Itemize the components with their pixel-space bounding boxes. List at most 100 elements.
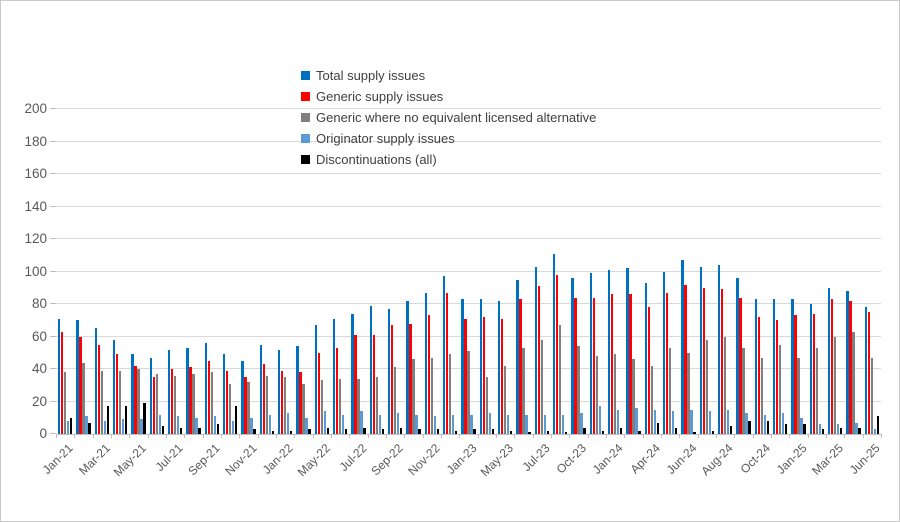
legend-swatch-generic-supply-issues xyxy=(301,92,310,101)
bar-discontinuations-all xyxy=(436,429,439,434)
x-tick-mark xyxy=(147,434,149,438)
legend-item: Originator supply issues xyxy=(301,128,596,149)
bar-generic-no-licensed-alternative xyxy=(375,377,378,434)
bar-generic-no-licensed-alternative xyxy=(449,354,452,434)
bar-total-supply-issues xyxy=(223,354,226,434)
x-axis-line xyxy=(56,434,881,435)
bar-generic-no-licensed-alternative xyxy=(229,383,232,434)
bar-generic-supply-issues xyxy=(684,284,687,434)
legend-label: Discontinuations (all) xyxy=(316,152,437,167)
bar-discontinuations-all xyxy=(674,427,678,434)
x-tick-mark xyxy=(551,434,552,438)
bar-originator-supply-issues xyxy=(305,417,308,434)
y-tick-label: 40 xyxy=(31,361,47,376)
bar-total-supply-issues xyxy=(186,347,189,434)
y-tick-mark xyxy=(50,173,56,174)
bar-total-supply-issues xyxy=(553,253,556,434)
bar-group xyxy=(459,109,477,434)
bar-group xyxy=(753,109,771,434)
x-tick-label: Jun-25 xyxy=(846,441,883,477)
bar-originator-supply-issues xyxy=(287,412,290,434)
legend-label: Generic where no equivalent licensed alt… xyxy=(316,110,597,125)
gridline xyxy=(56,173,881,174)
bar-originator-supply-issues xyxy=(708,411,711,434)
bar-group xyxy=(514,109,532,434)
bar-discontinuations-all xyxy=(839,427,843,434)
legend-label: Generic supply issues xyxy=(316,89,444,104)
bar-originator-supply-issues xyxy=(452,414,455,434)
x-tick-mark xyxy=(752,434,754,438)
x-tick-mark xyxy=(221,434,222,438)
bar-generic-no-licensed-alternative xyxy=(742,347,745,434)
bar-originator-supply-issues xyxy=(745,412,748,434)
bar-group xyxy=(129,109,147,434)
bar-generic-supply-issues xyxy=(116,354,119,434)
bar-generic-supply-issues xyxy=(446,292,449,434)
bar-total-supply-issues xyxy=(94,328,97,434)
bar-discontinuations-all xyxy=(583,427,586,434)
bar-discontinuations-all xyxy=(876,416,879,434)
bar-generic-supply-issues xyxy=(867,312,870,434)
bar-originator-supply-issues xyxy=(140,419,143,434)
x-tick-mark xyxy=(166,434,167,438)
y-tick-label: 180 xyxy=(24,133,47,149)
bar-originator-supply-issues xyxy=(782,412,785,434)
bar-discontinuations-all xyxy=(179,427,183,434)
bar-group xyxy=(606,109,624,434)
bar-originator-supply-issues xyxy=(397,412,400,434)
bar-generic-no-licensed-alternative xyxy=(394,367,397,434)
x-tick-mark xyxy=(496,434,497,438)
x-tick-mark xyxy=(367,434,369,438)
bar-generic-supply-issues xyxy=(611,294,614,434)
bar-originator-supply-issues xyxy=(837,424,840,434)
bar-discontinuations-all xyxy=(344,429,348,434)
bar-generic-supply-issues xyxy=(574,297,577,434)
bar-group xyxy=(74,109,92,434)
y-tick-mark xyxy=(50,108,56,109)
bar-generic-no-licensed-alternative xyxy=(247,382,250,434)
bar-group xyxy=(313,109,331,434)
y-tick-mark xyxy=(50,140,56,142)
bar-generic-no-licensed-alternative xyxy=(467,351,470,434)
bar-discontinuations-all xyxy=(161,425,164,434)
x-tick-label: Oct-24 xyxy=(737,441,773,477)
bar-total-supply-issues xyxy=(333,318,336,434)
x-tick-mark xyxy=(679,434,681,438)
bar-originator-supply-issues xyxy=(727,409,730,434)
bar-generic-no-licensed-alternative xyxy=(412,359,415,434)
x-tick-mark xyxy=(92,434,94,438)
bar-total-supply-issues xyxy=(76,320,79,434)
bar-generic-supply-issues xyxy=(336,347,339,434)
bar-generic-no-licensed-alternative xyxy=(632,359,635,434)
bar-group xyxy=(331,109,349,434)
bar-originator-supply-issues xyxy=(653,409,656,434)
x-tick-mark xyxy=(587,434,589,438)
bar-generic-supply-issues xyxy=(391,325,394,434)
bar-discontinuations-all xyxy=(528,432,531,434)
bar-total-supply-issues xyxy=(314,325,317,434)
bar-generic-supply-issues xyxy=(629,294,632,434)
gridline xyxy=(56,335,881,337)
x-tick-mark xyxy=(276,434,277,438)
bar-discontinuations-all xyxy=(601,430,604,434)
x-tick-label: Sep-22 xyxy=(368,441,406,479)
bar-discontinuations-all xyxy=(803,424,806,434)
bar-discontinuations-all xyxy=(289,430,293,434)
bar-total-supply-issues xyxy=(773,299,776,434)
bar-discontinuations-all xyxy=(326,427,329,434)
y-tick-label: 80 xyxy=(31,296,47,311)
bar-generic-supply-issues xyxy=(134,365,137,434)
bar-discontinuations-all xyxy=(399,427,403,434)
x-tick-mark xyxy=(642,434,644,438)
bar-generic-supply-issues xyxy=(207,360,210,434)
bar-discontinuations-all xyxy=(234,406,238,434)
bar-generic-no-licensed-alternative xyxy=(265,375,268,434)
bar-group xyxy=(771,109,789,434)
bar-generic-no-licensed-alternative xyxy=(577,346,580,434)
bar-group xyxy=(569,109,587,434)
bar-originator-supply-issues xyxy=(67,421,70,434)
bar-generic-supply-issues xyxy=(812,313,815,434)
x-tick-label: May-23 xyxy=(477,441,516,480)
bar-generic-no-licensed-alternative xyxy=(100,370,103,434)
bar-generic-supply-issues xyxy=(831,299,834,434)
